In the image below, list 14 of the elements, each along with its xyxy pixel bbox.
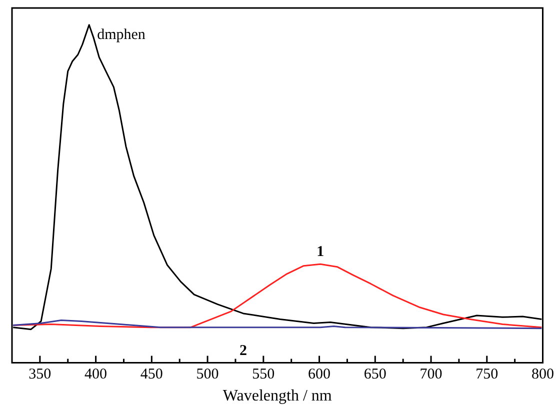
x-tick-label: 400 xyxy=(84,366,108,383)
annotation: dmphen xyxy=(97,26,146,43)
x-tick-label: 800 xyxy=(532,366,554,383)
x-tick-label: 500 xyxy=(196,366,219,383)
x-axis-title: Wavelength / nm xyxy=(222,388,332,405)
x-tick-label: 450 xyxy=(140,366,163,383)
x-tick-label: 700 xyxy=(420,366,442,383)
annotation: 1 xyxy=(316,244,324,260)
x-tick-label: 750 xyxy=(476,366,498,383)
x-tick-label: 350 xyxy=(28,366,52,383)
annotation: 2 xyxy=(240,343,248,360)
x-tick-label: 650 xyxy=(364,366,386,383)
x-tick-label: 600 xyxy=(308,366,331,383)
x-tick-label: 550 xyxy=(252,366,275,383)
